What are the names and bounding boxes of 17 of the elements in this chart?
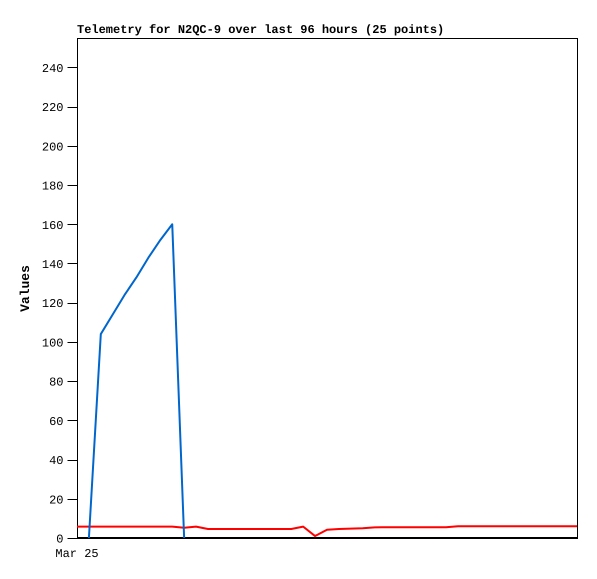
y-tick-label: 240 [42, 62, 64, 76]
y-tick-label: 20 [49, 493, 64, 508]
y-tick-label: 80 [49, 376, 64, 390]
chart-title: Telemetry for N2QC-9 over last 96 hours (25 points) [77, 23, 444, 37]
y-tick-label: 100 [42, 336, 64, 350]
y-tick-label: 180 [42, 180, 64, 194]
y-tick-label: 0 [56, 532, 64, 546]
y-tick-label: 120 [42, 297, 64, 312]
line-series [88, 223, 186, 539]
y-tick-label: 200 [42, 140, 64, 154]
y-axis-title: Values [18, 264, 33, 312]
y-tick-label: 160 [42, 218, 64, 233]
y-tick-label: 60 [49, 414, 64, 429]
y-tick-label: 40 [49, 454, 64, 468]
y-tick-label: 220 [42, 101, 64, 116]
text: Mar 25 [55, 547, 99, 561]
y-tick-label: 140 [42, 258, 64, 272]
